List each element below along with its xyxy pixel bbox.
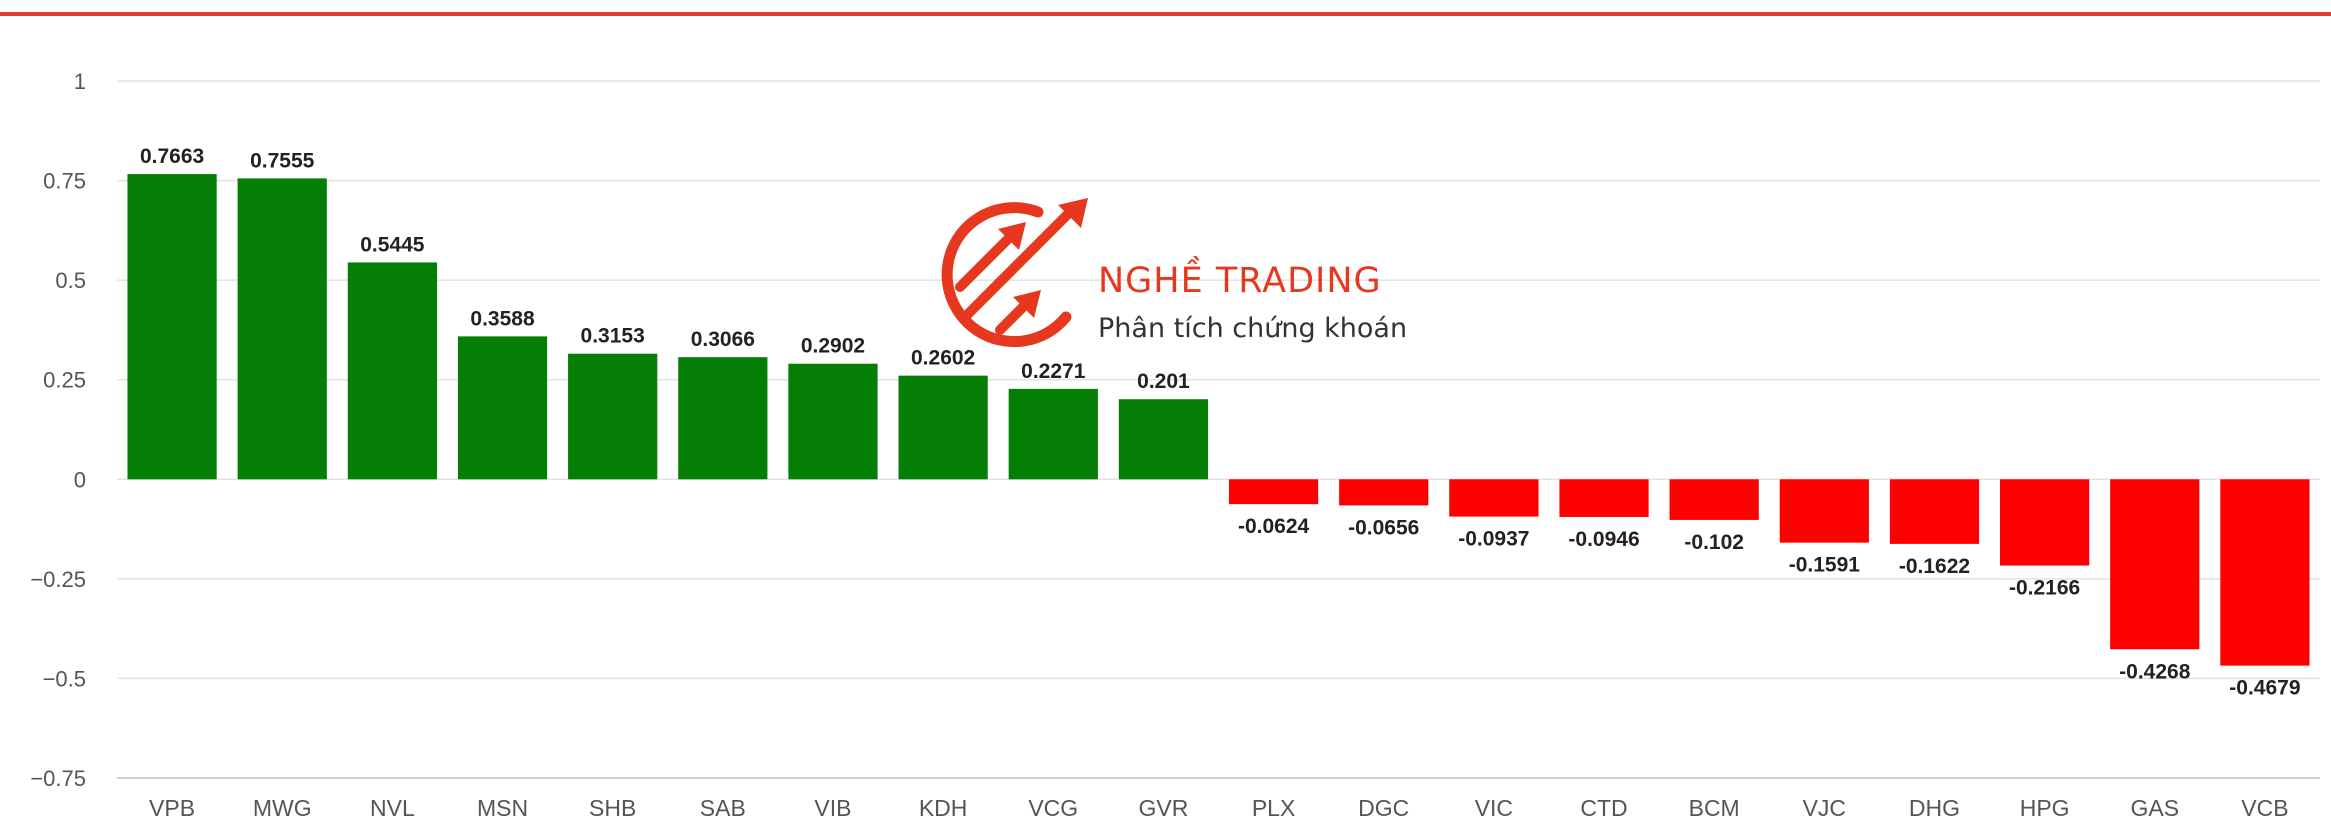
bar-ctd[interactable]: [1559, 479, 1649, 517]
data-label: 0.201: [1137, 370, 1190, 393]
bar-sab[interactable]: [678, 357, 768, 480]
data-label: -0.0656: [1348, 516, 1419, 539]
x-category-label: VCG: [1028, 795, 1078, 821]
data-label: -0.1622: [1899, 555, 1970, 578]
bar-vpb[interactable]: [127, 174, 217, 480]
bar-vcb[interactable]: [2220, 479, 2310, 666]
data-label: -0.4268: [2119, 660, 2191, 683]
gridlines: [117, 80, 2320, 779]
bar-kdh[interactable]: [898, 375, 988, 480]
data-label: 0.7555: [250, 149, 315, 172]
bars: [127, 174, 2310, 666]
x-category-label: DHG: [1909, 795, 1960, 821]
bar-bcm[interactable]: [1669, 479, 1759, 520]
y-tick-label: 1: [74, 69, 86, 94]
watermark-title: NGHỀ TRADING: [1098, 255, 1382, 301]
x-category-label: SAB: [700, 795, 746, 821]
data-label: 0.2602: [911, 347, 975, 370]
data-label: 0.5445: [360, 233, 425, 256]
data-label: 0.3588: [470, 307, 535, 330]
bar-nvl[interactable]: [347, 262, 437, 480]
bar-dgc[interactable]: [1339, 479, 1429, 506]
x-category-label: CTD: [1580, 795, 1627, 821]
bar-vib[interactable]: [788, 363, 878, 480]
bar-gas[interactable]: [2110, 479, 2200, 650]
bar-vic[interactable]: [1449, 479, 1539, 517]
data-label: 0.3066: [691, 328, 755, 351]
y-tick-label: −0.75: [30, 766, 86, 791]
data-label: -0.0937: [1458, 528, 1529, 551]
y-tick-label: 0: [74, 467, 86, 492]
x-category-label: VIC: [1475, 795, 1513, 821]
bar-gvr[interactable]: [1118, 399, 1209, 480]
x-category-label: VJC: [1803, 795, 1846, 821]
bar-dhg[interactable]: [1889, 479, 1980, 544]
x-category-label: GVR: [1139, 795, 1189, 821]
bar-mwg[interactable]: [237, 178, 327, 480]
data-label: -0.102: [1684, 531, 1744, 554]
data-label: 0.3153: [581, 325, 645, 348]
data-label: 0.7663: [140, 145, 204, 168]
x-category-label: MSN: [477, 795, 528, 821]
x-category-label: NVL: [370, 795, 415, 821]
x-category-label: PLX: [1252, 795, 1295, 821]
x-category-label: VPB: [149, 795, 195, 821]
x-category-label: VIB: [814, 795, 851, 821]
data-label: 0.2271: [1021, 360, 1086, 383]
x-category-label: VCB: [2241, 795, 2288, 821]
logo-mark-icon: [941, 198, 1088, 348]
bar-hpg[interactable]: [2000, 479, 2090, 566]
data-label: -0.4679: [2229, 677, 2300, 700]
x-axis-categories: VPB MWG NVL MSN SHB SAB VIB KDH VCG GVR PLX DGC VIC C…: [149, 795, 2289, 821]
bar-msn[interactable]: [457, 336, 548, 480]
x-category-label: BCM: [1689, 795, 1740, 821]
data-label: 0.2902: [801, 335, 865, 358]
top-red-rule: [0, 0, 2331, 18]
data-label: -0.0946: [1568, 528, 1639, 551]
y-tick-label: 0.75: [43, 169, 86, 194]
bar-plx[interactable]: [1228, 479, 1319, 505]
x-category-label: HPG: [2020, 795, 2070, 821]
top-red-line: [0, 12, 2331, 16]
y-tick-label: 0.25: [43, 368, 86, 393]
x-category-label: DGC: [1358, 795, 1409, 821]
bar-vcg[interactable]: [1008, 388, 1098, 480]
x-category-label: KDH: [919, 795, 968, 821]
x-category-label: GAS: [2130, 795, 2179, 821]
y-tick-label: −0.25: [30, 567, 86, 592]
y-axis-ticks: 1 0.75 0.5 0.25 0 −0.25 −0.5 −0.75: [30, 69, 86, 791]
data-labels: 0.7663 0.7555 0.5445 0.3588 0.3153 0.3066 0.29…: [140, 145, 2301, 700]
x-category-label: SHB: [589, 795, 636, 821]
data-label: -0.2166: [2009, 577, 2080, 600]
nghe-trading-watermark: NGHỀ TRADING Phân tích chứng khoán: [941, 198, 1407, 348]
y-tick-label: −0.5: [43, 666, 86, 691]
data-label: -0.1591: [1789, 554, 1861, 577]
watermark-subtitle: Phân tích chứng khoán: [1098, 313, 1407, 344]
bar-vjc[interactable]: [1779, 479, 1869, 543]
x-category-label: MWG: [253, 795, 312, 821]
bar-shb[interactable]: [568, 353, 658, 480]
y-tick-label: 0.5: [55, 268, 86, 293]
data-label: -0.0624: [1238, 515, 1310, 538]
